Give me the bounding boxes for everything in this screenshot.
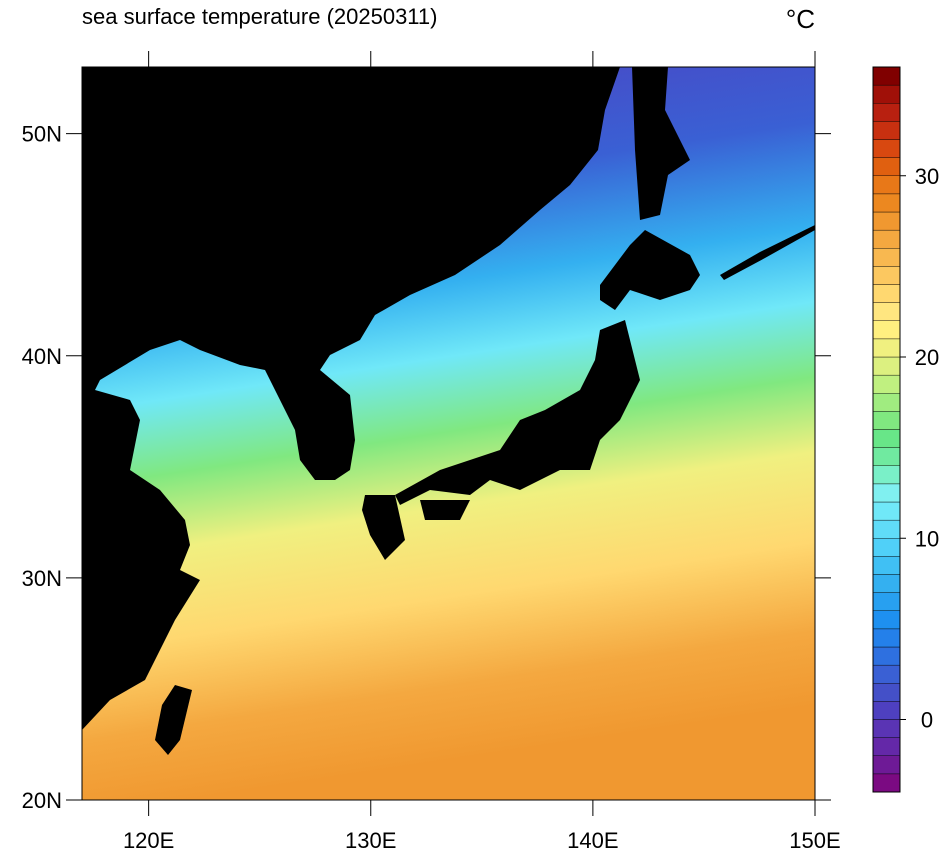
colorbar-band	[872, 139, 901, 158]
colorbar-band	[872, 538, 901, 557]
colorbar-band	[872, 157, 901, 176]
x-tick-label: 120E	[123, 828, 174, 853]
land-continent	[82, 67, 620, 730]
colorbar-band	[872, 628, 901, 648]
title: sea surface temperature (20250311)	[82, 4, 437, 29]
colorbar-band	[872, 701, 901, 720]
land-sakhalin	[632, 67, 690, 220]
colorbar-band	[872, 519, 901, 539]
map	[82, 67, 815, 800]
colorbar-band	[872, 483, 901, 503]
colorbar-tick-label: 0	[921, 708, 933, 733]
colorbar-band	[872, 465, 901, 485]
colorbar-band	[872, 66, 901, 86]
map-frame	[81, 66, 816, 801]
colorbar-band	[872, 719, 901, 738]
colorbar-tick-label: 30	[915, 164, 939, 189]
colorbar-band	[872, 248, 901, 267]
colorbar-band	[872, 121, 901, 140]
colorbar-band	[872, 646, 901, 666]
land-hokkaido	[600, 230, 700, 310]
y-tick-label: 50N	[22, 122, 62, 147]
colorbar-band	[872, 755, 901, 775]
colorbar-band	[872, 429, 901, 448]
y-tick-label: 30N	[22, 566, 62, 591]
colorbar-band	[872, 103, 901, 122]
land-taiwan	[155, 685, 192, 755]
colorbar-band	[872, 302, 901, 321]
colorbar-band	[872, 610, 901, 630]
colorbar-tick-label: 20	[915, 345, 939, 370]
colorbar-band	[872, 393, 901, 412]
colorbar-band	[872, 338, 901, 358]
x-tick-label: 130E	[345, 828, 396, 853]
colorbar-band	[872, 229, 901, 249]
colorbar-frame	[872, 66, 901, 793]
colorbar-band	[872, 320, 901, 340]
y-tick-label: 20N	[22, 788, 62, 813]
colorbar-band	[872, 266, 901, 285]
colorbar-band	[872, 683, 901, 702]
unit: °C	[786, 4, 815, 34]
colorbar-band	[872, 193, 901, 213]
x-tick-label: 150E	[789, 828, 840, 853]
colorbar-band	[872, 664, 901, 684]
colorbar-band	[872, 84, 901, 104]
x-tick-label: 140E	[567, 828, 618, 853]
colorbar-band	[872, 211, 901, 231]
colorbar-band	[872, 501, 901, 521]
land-kurils	[720, 225, 815, 280]
colorbar-band	[872, 447, 901, 466]
colorbar-band	[872, 773, 901, 793]
colorbar-band	[872, 284, 901, 303]
land-kyushu	[362, 495, 405, 560]
colorbar-band	[872, 574, 901, 593]
land-honshu	[395, 320, 640, 505]
colorbar-band	[872, 175, 901, 195]
colorbar-band	[872, 411, 901, 430]
y-tick-label: 40N	[22, 344, 62, 369]
colorbar-band	[872, 356, 901, 376]
colorbar-tick-label: 10	[915, 526, 939, 551]
colorbar-band	[872, 374, 901, 394]
colorbar-band	[872, 592, 901, 611]
colorbar-band	[872, 737, 901, 756]
colorbar-band	[872, 556, 901, 575]
land-shikoku	[420, 500, 470, 520]
